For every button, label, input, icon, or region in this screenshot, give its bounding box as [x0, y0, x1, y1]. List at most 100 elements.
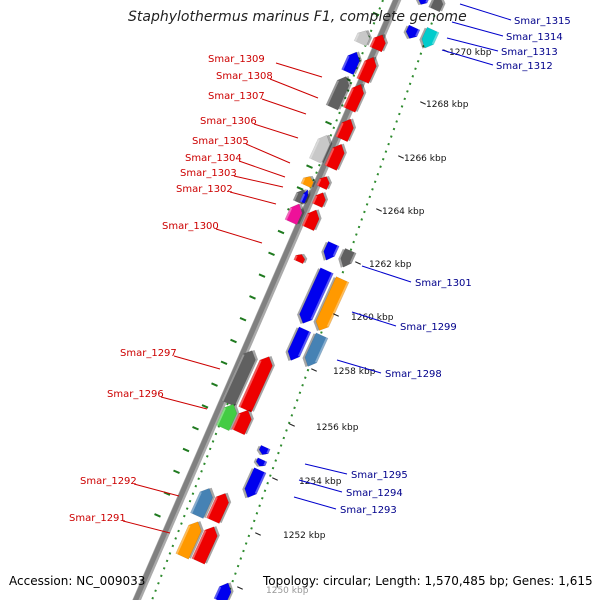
- tick-label: 1270 kbp: [449, 48, 492, 58]
- gene-arrow: [369, 34, 389, 53]
- tick-mark: [289, 423, 295, 427]
- tick-mark: [255, 532, 261, 536]
- label-leaders: [122, 3, 512, 534]
- gene-arrow-body: [405, 24, 421, 39]
- gene-arrow-body: [300, 176, 314, 189]
- track-dash: [372, 11, 380, 17]
- gene-arrow: [356, 56, 379, 84]
- gene-arrow: [308, 134, 333, 164]
- gene-labels: Smar_1309 Smar_1308 Smar_1307 Smar_1306 Smar…: [69, 16, 571, 524]
- leader-line-right: [459, 3, 512, 21]
- gene-arrow-highlight: [300, 177, 306, 185]
- gene-arrow-highlight: [263, 461, 268, 466]
- gene-arrow-highlight: [415, 29, 420, 37]
- gene-arrow-highlight: [356, 60, 367, 79]
- gene-arrow: [403, 24, 421, 40]
- gene-arrow: [206, 492, 232, 524]
- gene-arrow: [215, 403, 240, 432]
- gene-arrow-body: [325, 76, 350, 111]
- track-dash: [306, 164, 313, 169]
- track-dash: [192, 425, 199, 431]
- gene-arrow: [415, 0, 430, 6]
- track-dash: [268, 251, 275, 257]
- gene-arrow-highlight: [314, 337, 328, 363]
- gene-arrow-body: [287, 326, 312, 361]
- gene-arrow-body: [340, 247, 357, 268]
- gene-label-left: Smar_1297: [120, 348, 177, 359]
- tick-mark: [355, 261, 361, 265]
- gene-arrow: [301, 209, 322, 232]
- gene-arrow: [300, 175, 316, 189]
- gene-arrow-body: [258, 444, 271, 455]
- gene-arrow: [293, 253, 308, 265]
- gene-arrow-highlight: [284, 207, 293, 221]
- leader-line-left: [253, 123, 299, 139]
- leader-line-left: [173, 355, 221, 370]
- tick-mark: [398, 155, 404, 159]
- gene-arrow-body: [308, 134, 331, 164]
- gene-arrow: [316, 175, 332, 191]
- gene-arrow-highlight: [293, 255, 298, 261]
- gene-label-left: Smar_1306: [200, 116, 257, 127]
- gene-arrow-body: [299, 267, 334, 324]
- gene-arrow-body: [324, 143, 345, 171]
- gene-arrow-highlight: [310, 272, 334, 320]
- leader-line-right: [293, 496, 337, 510]
- gene-arrow-highlight: [301, 213, 310, 227]
- leader-line-right: [361, 265, 412, 283]
- gene-arrow-highlight: [221, 354, 245, 402]
- leader-line-left: [245, 143, 291, 164]
- tick-label: 1252 kbp: [283, 531, 326, 541]
- gene-arrow-highlight: [254, 472, 267, 494]
- gene-label-left: Smar_1296: [107, 389, 164, 400]
- gene-label-right: Smar_1299: [400, 322, 457, 333]
- gene-arrow-body: [238, 356, 273, 413]
- gene-arrow-highlight: [369, 37, 376, 48]
- gene-label-left: Smar_1291: [69, 513, 126, 524]
- gene-label-right: Smar_1314: [506, 32, 563, 43]
- gene-arrow-highlight: [431, 31, 440, 45]
- gene-arrow-body: [215, 403, 238, 432]
- gene-arrow-highlight: [299, 193, 306, 203]
- leader-line-right: [304, 463, 348, 475]
- gene-arrow: [338, 247, 357, 268]
- gene-label-left: Smar_1305: [192, 136, 249, 147]
- gene-arrow: [213, 582, 234, 600]
- gene-arrow-body: [421, 26, 440, 49]
- leader-line-left: [215, 228, 263, 244]
- gene-arrow: [191, 526, 220, 565]
- gene-arrow-highlight: [326, 80, 340, 106]
- tick-label: 1250 kbp: [266, 586, 309, 596]
- tick-mark: [420, 101, 426, 105]
- tick-label: 1254 kbp: [299, 477, 342, 487]
- tick-mark: [311, 368, 317, 372]
- gene-arrow-highlight: [213, 586, 222, 600]
- tick-label: 1256 kbp: [316, 423, 359, 433]
- gene-arrow-body: [315, 276, 350, 331]
- gene-arrow-highlight: [206, 496, 218, 519]
- gene-arrow-body: [304, 332, 329, 367]
- tick-mark: [237, 586, 243, 590]
- tick-label: 1266 kbp: [404, 154, 447, 164]
- gene-label-right: Smar_1294: [346, 488, 403, 499]
- gene-arrow-body: [244, 467, 267, 498]
- track-dash: [239, 316, 247, 322]
- gene-arrow: [284, 203, 305, 226]
- leader-line-left: [133, 483, 180, 497]
- gene-arrow: [321, 240, 340, 261]
- gene-arrow-highlight: [216, 407, 226, 426]
- tick-mark: [376, 208, 382, 212]
- track-dash: [296, 186, 304, 191]
- gene-arrow: [341, 51, 363, 76]
- gene-label-left: Smar_1302: [176, 184, 233, 195]
- leader-line-left: [275, 62, 323, 78]
- tick-mark: [333, 313, 339, 317]
- gene-arrow: [313, 276, 350, 332]
- leader-line-right: [451, 21, 504, 37]
- leader-line-right: [351, 311, 397, 327]
- leader-line-left: [269, 78, 319, 99]
- gene-arrow-body: [255, 457, 268, 467]
- gene-arrow: [253, 457, 268, 467]
- track-dash: [277, 229, 285, 235]
- gene-arrow-highlight: [326, 281, 349, 328]
